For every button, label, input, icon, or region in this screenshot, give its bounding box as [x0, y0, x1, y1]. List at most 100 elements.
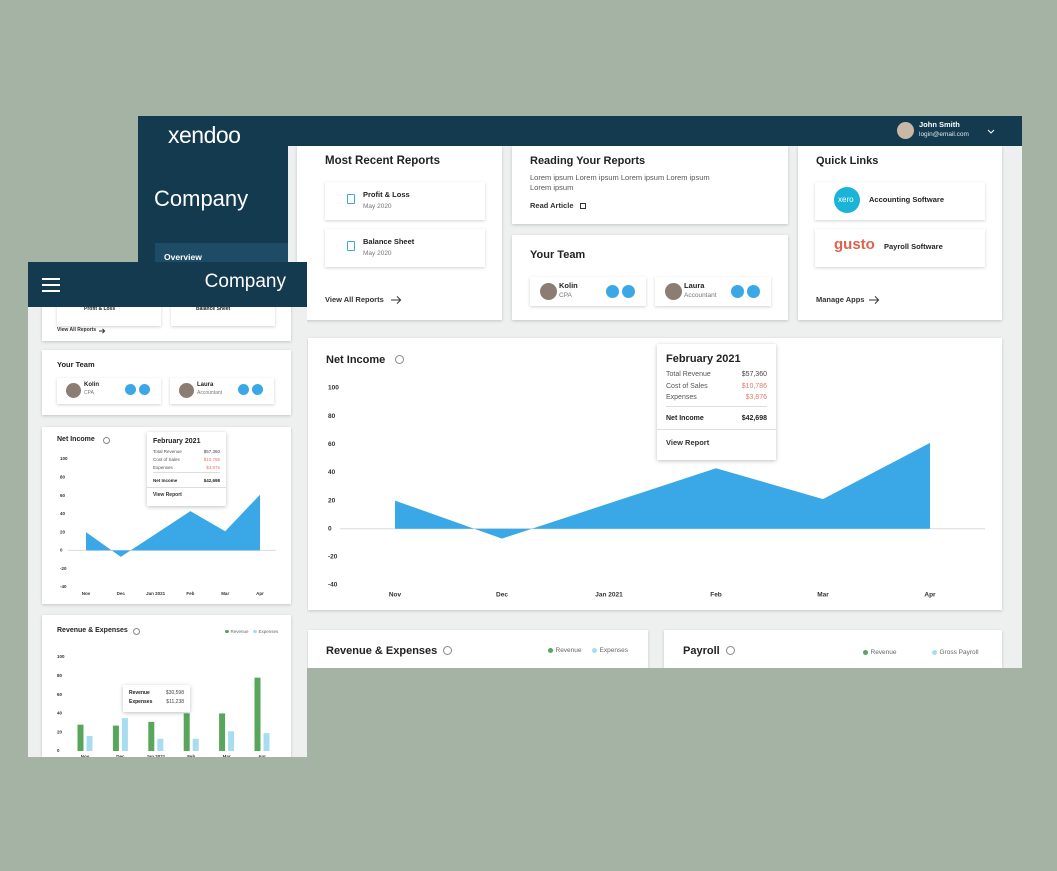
tooltip-title: February 2021 — [153, 438, 201, 445]
legend-name: Gross Payroll — [939, 649, 979, 656]
rows-value: $57,360 — [741, 370, 767, 378]
reading-link[interactable]: Read Article — [530, 201, 574, 210]
card — [664, 630, 1002, 668]
items-name: Balance Sheet — [196, 306, 231, 312]
info-icon — [103, 437, 110, 444]
members-role: Accountant — [197, 390, 223, 396]
tooltip — [147, 432, 226, 506]
rows-label: Expenses — [153, 464, 173, 470]
menu-icon[interactable] — [42, 278, 60, 280]
revenue-expenses-title: Revenue & Expenses — [326, 645, 438, 657]
arrow-icon — [869, 296, 880, 304]
quick-links-title: Quick Links — [816, 155, 879, 167]
y-tick-label: -20 — [60, 566, 67, 571]
tooltip-title: February 2021 — [666, 353, 741, 365]
items-name: Payroll Software — [884, 242, 943, 251]
arrow-icon — [391, 296, 402, 304]
tooltip-link[interactable]: View Report — [666, 437, 710, 447]
x-tick-label: Dec — [496, 592, 508, 599]
bar — [228, 731, 235, 751]
rows-label: Expenses — [666, 394, 697, 402]
sidebar-title: Company — [154, 186, 249, 211]
bar — [77, 724, 84, 751]
reports-link[interactable]: View All Reports — [57, 327, 97, 333]
y-tick-label: 20 — [57, 729, 63, 734]
items-name: Profit & Loss — [84, 306, 116, 312]
contact-icon — [252, 384, 263, 395]
members-role: CPA — [559, 292, 572, 299]
rows-label: Cost of Sales — [666, 382, 708, 390]
rows-value: $11,238 — [166, 698, 184, 705]
y-tick-label: 100 — [60, 456, 68, 461]
sidebar-nav[interactable]: Overview — [164, 252, 202, 262]
rows-label: Total Revenue — [153, 449, 182, 455]
members-name: Kolin — [559, 281, 578, 290]
y-tick-label: 60 — [60, 493, 66, 498]
total-label: Net Income — [666, 414, 704, 422]
contact-icon — [606, 285, 619, 298]
rows-value: $30,598 — [165, 690, 184, 696]
x-tick-label: Mar — [817, 592, 829, 599]
rows-value: $10,786 — [203, 456, 220, 462]
bar — [263, 733, 270, 751]
tooltip-link[interactable]: View Report — [153, 491, 182, 498]
top-bar — [138, 116, 1022, 146]
menu-icon[interactable] — [42, 284, 60, 286]
info-icon — [133, 628, 140, 635]
series-name: Revenue — [230, 629, 249, 634]
info-icon — [395, 355, 404, 364]
items-logo: xero — [838, 195, 854, 204]
report-item[interactable] — [325, 182, 485, 220]
x-tick-label: Feb — [186, 591, 194, 596]
members-name: Laura — [684, 281, 705, 290]
y-tick-label: 80 — [60, 474, 66, 479]
total-label: Net Income — [153, 477, 178, 483]
y-tick-label: 60 — [57, 692, 63, 697]
bar — [157, 738, 164, 751]
total-value: $42,698 — [741, 414, 767, 422]
member-avatar — [665, 283, 682, 300]
y-tick-label: -40 — [328, 582, 338, 589]
bar — [112, 725, 119, 751]
x-tick-label: Feb — [710, 592, 722, 599]
members-name: Kolin — [84, 382, 99, 388]
items-name: Balance Sheet — [363, 237, 415, 246]
legend-dot — [932, 650, 938, 656]
top-bar — [28, 262, 307, 307]
rows-label: Cost of Sales — [153, 456, 180, 462]
x-tick-label: Jan 2021 — [146, 754, 166, 759]
x-tick-label: Mar — [221, 591, 229, 596]
quick-links-link[interactable]: Manage Apps — [816, 295, 865, 304]
member-avatar — [540, 283, 557, 300]
rows-value: $10,786 — [741, 382, 767, 390]
team-title: Your Team — [530, 249, 586, 261]
y-tick-label: 80 — [328, 413, 336, 420]
x-tick-label: Apr — [924, 592, 936, 599]
x-tick-label: Mar — [223, 754, 231, 759]
reports-link[interactable]: View All Reports — [325, 295, 384, 304]
contact-icon — [731, 285, 744, 298]
external-icon — [580, 203, 586, 209]
link-item[interactable] — [815, 229, 985, 267]
divider — [666, 406, 767, 408]
contact-icon — [125, 384, 136, 395]
items-name: Accounting Software — [869, 195, 945, 204]
x-tick-label: Dec — [116, 754, 125, 759]
rows-label: Revenue — [129, 690, 150, 696]
sidebar-title: Company — [204, 271, 286, 292]
tooltip — [123, 685, 190, 712]
bar — [192, 738, 199, 751]
menu-icon[interactable] — [42, 290, 60, 292]
y-tick-label: 60 — [328, 441, 336, 448]
bar — [183, 713, 190, 751]
x-tick-label: Jan 2021 — [146, 591, 166, 596]
legend-name: Revenue — [870, 649, 897, 656]
member-avatar — [179, 383, 194, 398]
info-icon — [443, 646, 452, 655]
reading-text: Lorem ipsum Lorem ipsum Lorem ipsum Lore… — [530, 173, 710, 192]
xero-logo — [834, 187, 860, 213]
report-item[interactable] — [325, 229, 485, 267]
y-tick-label: 40 — [60, 511, 66, 516]
